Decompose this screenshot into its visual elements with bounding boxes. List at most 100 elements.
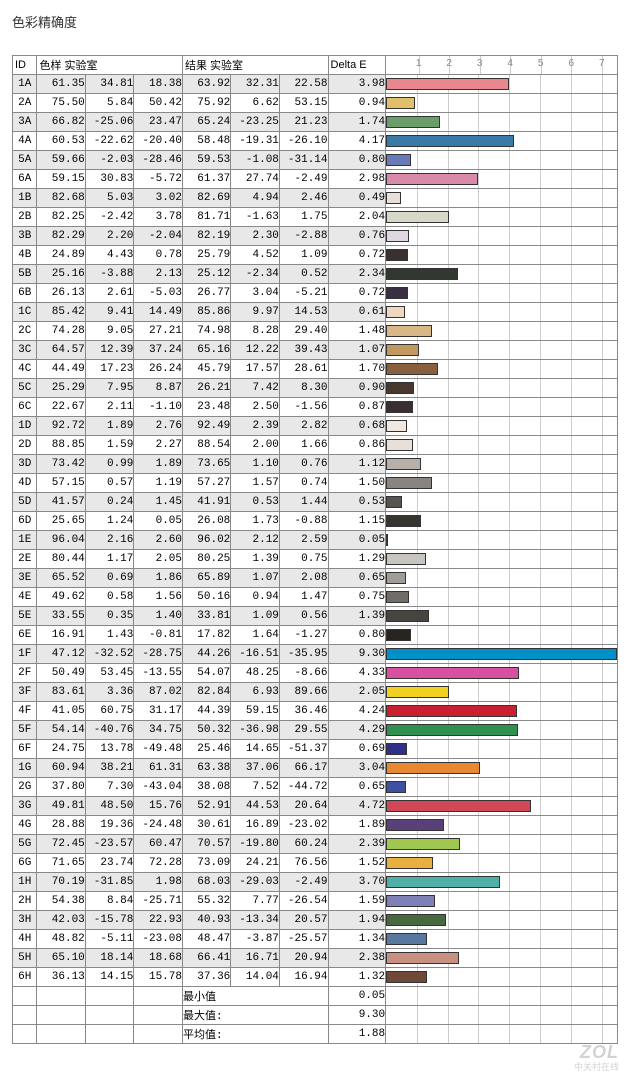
summary-blank [13, 1006, 37, 1025]
cell-r2: 44.53 [231, 797, 280, 816]
cell-r1: 61.37 [183, 170, 231, 189]
cell-r2: 2.12 [231, 531, 280, 550]
cell-s1: 25.29 [37, 379, 85, 398]
cell-id: 4F [13, 702, 37, 721]
cell-s1: 24.89 [37, 246, 85, 265]
cell-s3: 15.78 [134, 968, 183, 987]
cell-bar [386, 892, 618, 911]
cell-s3: -25.71 [134, 892, 183, 911]
cell-s2: -22.62 [85, 132, 134, 151]
cell-s3: 0.78 [134, 246, 183, 265]
delta-bar [386, 572, 406, 584]
cell-bar [386, 398, 618, 417]
cell-r3: 22.58 [279, 75, 328, 94]
table-row: 2C74.289.0527.2174.988.2829.401.48 [13, 322, 618, 341]
cell-s1: 82.68 [37, 189, 85, 208]
table-row: 4E49.620.581.5650.160.941.470.75 [13, 588, 618, 607]
cell-bar [386, 911, 618, 930]
cell-r1: 80.25 [183, 550, 231, 569]
table-row: 4G28.8819.36-24.4830.6116.89-23.021.89 [13, 816, 618, 835]
cell-id: 4E [13, 588, 37, 607]
delta-bar [386, 135, 514, 147]
cell-r3: 0.56 [279, 607, 328, 626]
cell-id: 6F [13, 740, 37, 759]
delta-bar [386, 838, 460, 850]
cell-r1: 25.12 [183, 265, 231, 284]
cell-delta: 4.72 [328, 797, 386, 816]
cell-s3: 2.76 [134, 417, 183, 436]
cell-s2: 2.11 [85, 398, 134, 417]
cell-s3: 1.98 [134, 873, 183, 892]
cell-s3: 26.24 [134, 360, 183, 379]
cell-s2: 2.20 [85, 227, 134, 246]
table-row: 1A61.3534.8118.3863.9232.3122.583.98 [13, 75, 618, 94]
cell-id: 5A [13, 151, 37, 170]
cell-delta: 1.59 [328, 892, 386, 911]
cell-s1: 37.80 [37, 778, 85, 797]
cell-delta: 2.34 [328, 265, 386, 284]
cell-r3: 0.52 [279, 265, 328, 284]
cell-r3: 14.53 [279, 303, 328, 322]
cell-bar [386, 854, 618, 873]
cell-delta: 1.70 [328, 360, 386, 379]
cell-bar [386, 303, 618, 322]
cell-bar [386, 569, 618, 588]
cell-s3: 15.76 [134, 797, 183, 816]
cell-id: 3C [13, 341, 37, 360]
table-row: 3D73.420.991.8973.651.100.761.12 [13, 455, 618, 474]
delta-bar [386, 344, 419, 356]
summary-chart-blank [386, 987, 618, 1006]
delta-bar [386, 800, 531, 812]
table-row: 5E33.550.351.4033.811.090.561.39 [13, 607, 618, 626]
delta-bar [386, 724, 518, 736]
cell-r1: 45.79 [183, 360, 231, 379]
cell-id: 5E [13, 607, 37, 626]
cell-s3: 3.02 [134, 189, 183, 208]
cell-s3: 60.47 [134, 835, 183, 854]
cell-s3: 2.27 [134, 436, 183, 455]
cell-bar [386, 721, 618, 740]
summary-value: 0.05 [328, 987, 386, 1006]
cell-delta: 1.50 [328, 474, 386, 493]
cell-s1: 96.04 [37, 531, 85, 550]
cell-id: 5D [13, 493, 37, 512]
cell-s2: -2.03 [85, 151, 134, 170]
cell-delta: 1.12 [328, 455, 386, 474]
summary-row: 平均值:1.88 [13, 1025, 618, 1044]
table-row: 4D57.150.571.1957.271.570.741.50 [13, 474, 618, 493]
cell-s1: 65.10 [37, 949, 85, 968]
table-row: 1D92.721.892.7692.492.392.820.68 [13, 417, 618, 436]
cell-r3: 76.56 [279, 854, 328, 873]
delta-bar [386, 154, 411, 166]
cell-r1: 75.92 [183, 94, 231, 113]
cell-delta: 1.48 [328, 322, 386, 341]
cell-s3: -5.72 [134, 170, 183, 189]
summary-chart-blank [386, 1006, 618, 1025]
cell-id: 5F [13, 721, 37, 740]
cell-s1: 22.67 [37, 398, 85, 417]
summary-row: 最小值0.05 [13, 987, 618, 1006]
cell-r2: 1.10 [231, 455, 280, 474]
cell-delta: 0.94 [328, 94, 386, 113]
cell-id: 1E [13, 531, 37, 550]
cell-id: 2A [13, 94, 37, 113]
cell-s2: -23.57 [85, 835, 134, 854]
delta-bar [386, 762, 480, 774]
cell-bar [386, 740, 618, 759]
cell-r2: 1.07 [231, 569, 280, 588]
cell-r1: 73.65 [183, 455, 231, 474]
cell-bar [386, 588, 618, 607]
cell-delta: 0.69 [328, 740, 386, 759]
cell-r1: 30.61 [183, 816, 231, 835]
delta-bar [386, 401, 413, 413]
delta-bar [386, 914, 446, 926]
cell-r2: -1.63 [231, 208, 280, 227]
cell-s3: 1.19 [134, 474, 183, 493]
cell-delta: 0.76 [328, 227, 386, 246]
cell-s1: 26.13 [37, 284, 85, 303]
cell-r3: 20.57 [279, 911, 328, 930]
cell-s3: 1.86 [134, 569, 183, 588]
cell-id: 4G [13, 816, 37, 835]
cell-s3: 61.31 [134, 759, 183, 778]
table-row: 5A59.66-2.03-28.4659.53-1.08-31.140.80 [13, 151, 618, 170]
